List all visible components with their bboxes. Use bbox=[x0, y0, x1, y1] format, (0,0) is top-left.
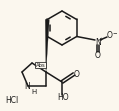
Text: −: − bbox=[113, 31, 117, 36]
Text: N: N bbox=[95, 38, 101, 47]
Text: HCl: HCl bbox=[5, 95, 18, 104]
Text: H: H bbox=[31, 89, 37, 95]
Text: O: O bbox=[95, 51, 101, 59]
Text: +: + bbox=[99, 37, 103, 42]
Polygon shape bbox=[45, 19, 49, 72]
Text: Abs: Abs bbox=[36, 63, 46, 68]
Text: N: N bbox=[24, 81, 30, 90]
Text: O: O bbox=[74, 69, 80, 78]
Text: HO: HO bbox=[57, 92, 69, 101]
Text: O: O bbox=[107, 31, 113, 40]
